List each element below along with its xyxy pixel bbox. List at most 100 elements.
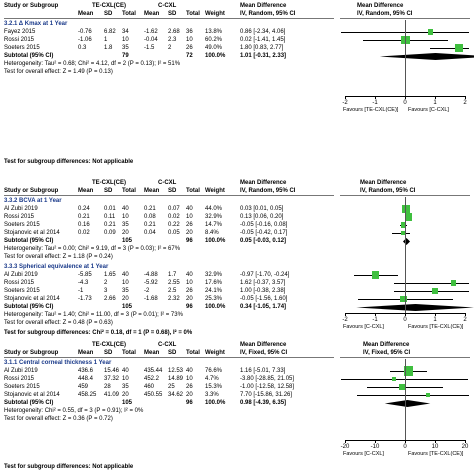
total-c-cell: 10 [186, 280, 193, 286]
subtotal-n-c: 96 [186, 304, 193, 310]
col-weight: Weight [205, 350, 225, 356]
effect-marker [403, 366, 414, 376]
col-mean2: Mean [144, 188, 160, 194]
sd-te-cell: 41.09 [104, 392, 120, 398]
x-tick [405, 313, 406, 316]
col-mean1: Mean [78, 11, 94, 17]
subgroup-differences-note: Test for subgroup differences: Not appli… [4, 159, 134, 165]
subtotal-weight: 100.0% [205, 304, 226, 310]
mean-te-cell: 448.4 [78, 376, 94, 382]
sd-c-cell: 12.53 [168, 368, 184, 374]
subtotal-n-c: 72 [186, 53, 193, 59]
zero-line [405, 20, 406, 96]
group1-header: TE-CXL(CE) [92, 342, 126, 348]
col-method-plot: IV, Random, 95% CI [357, 11, 413, 17]
study-name: Soeters 2015 [4, 45, 40, 51]
weight-cell: 24.1% [205, 288, 223, 294]
sd-te-cell: 3 [104, 288, 108, 294]
sd-te-cell: 0.09 [104, 230, 116, 236]
heterogeneity-stat: Heterogeneity: Tau² = 0.00; Chi² = 9.19,… [4, 246, 181, 252]
zero-line [405, 359, 406, 440]
weight-cell: 49.0% [205, 45, 223, 51]
subtotal-weight: 100.0% [205, 238, 226, 244]
col-sd1: SD [104, 350, 113, 356]
group1-header: TE-CXL(CE) [92, 180, 126, 186]
total-c-cell: 40 [186, 368, 193, 374]
x-tick-label: 2 [463, 317, 467, 323]
mean-c-cell: -1.62 [144, 29, 158, 35]
study-name: Rossi 2015 [4, 214, 35, 220]
heterogeneity-stat: Heterogeneity: Tau² = 0.68; Chi² = 4.12,… [4, 61, 181, 67]
subtotal-weight: 100.0% [205, 400, 226, 406]
subtotal-label: Subtotal (95% CI) [4, 53, 54, 59]
weight-cell: 25.3% [205, 296, 223, 302]
favours-left-label: Favours [TE-CXL(CE)] [343, 107, 399, 113]
col-sd2: SD [168, 11, 177, 17]
study-name: Al Zubi 2019 [4, 272, 38, 278]
weight-cell: 8.4% [205, 230, 219, 236]
x-tick [405, 96, 406, 99]
total-c-cell: 20 [186, 296, 193, 302]
total-te-cell: 10 [122, 280, 129, 286]
subtotal-ci: 1.01 [-0.31, 2.33] [240, 53, 287, 59]
col-mean1: Mean [78, 350, 94, 356]
weight-cell: 32.9% [205, 214, 223, 220]
md-ci-cell: -0.05 [-1.56, 1.60] [240, 296, 288, 302]
zero-line [405, 197, 406, 313]
pooled-diamond [385, 399, 431, 407]
col-total1: Total [122, 350, 136, 356]
total-te-cell: 35 [122, 288, 129, 294]
subtotal-n-te: 105 [122, 238, 133, 244]
x-tick-label: 2 [463, 100, 467, 106]
group2-header: C-CXL [158, 3, 177, 9]
effect-marker [391, 377, 396, 381]
total-te-cell: 35 [122, 384, 129, 390]
total-te-cell: 40 [122, 206, 129, 212]
ci-line [357, 395, 469, 396]
favours-left-label: Favours [C-CXL] [343, 324, 384, 330]
favours-right-label: Favours [TE-CXL(CE)] [408, 451, 464, 457]
col-sd1: SD [104, 11, 113, 17]
x-tick-label: 1 [433, 100, 437, 106]
col-total1: Total [122, 188, 136, 194]
ci-line [393, 283, 469, 284]
subgroup-differences-note: Test for subgroup differences: Chi² = 0.… [4, 330, 193, 336]
x-tick-label: 0 [403, 100, 407, 106]
col-total2: Total [186, 350, 200, 356]
group2-header: C-CXL [158, 342, 177, 348]
sd-c-cell: 0.05 [168, 230, 180, 236]
x-tick [465, 96, 466, 99]
col-sd2: SD [168, 350, 177, 356]
header-rule [4, 18, 334, 19]
col-weight: Weight [205, 11, 225, 17]
md-ci-cell: -0.05 [-0.42, 0.17] [240, 230, 288, 236]
weight-cell: 13.8% [205, 29, 223, 35]
total-te-cell: 10 [122, 37, 129, 43]
sd-c-cell: 0.02 [168, 214, 180, 220]
subtotal-label: Subtotal (95% CI) [4, 238, 54, 244]
x-tick-label: -1 [372, 317, 378, 323]
sd-te-cell: 1.65 [104, 272, 116, 278]
heterogeneity-stat: Heterogeneity: Chi² = 0.55, df = 3 (P = … [4, 408, 144, 414]
col-sd2: SD [168, 188, 177, 194]
md-ci-cell: 7.70 [-15.86, 31.26] [240, 392, 293, 398]
weight-cell: 4.7% [205, 376, 219, 382]
x-tick-label: 0 [403, 317, 407, 323]
ci-line [393, 291, 469, 292]
pooled-diamond [379, 52, 474, 60]
effect-marker [431, 287, 439, 295]
group2-header: C-CXL [158, 180, 177, 186]
sd-te-cell: 15.46 [104, 368, 120, 374]
effect-marker [400, 222, 407, 228]
effect-marker [454, 43, 464, 53]
total-c-cell: 26 [186, 288, 193, 294]
total-te-cell: 40 [122, 368, 129, 374]
total-c-cell: 20 [186, 392, 193, 398]
col-mean2: Mean [144, 350, 160, 356]
sd-c-cell: 25 [168, 384, 175, 390]
mean-c-cell: 0.21 [144, 222, 156, 228]
x-tick-label: -1 [372, 100, 378, 106]
sd-c-cell: 2.5 [168, 288, 177, 294]
sd-c-cell: 2.68 [168, 29, 180, 35]
